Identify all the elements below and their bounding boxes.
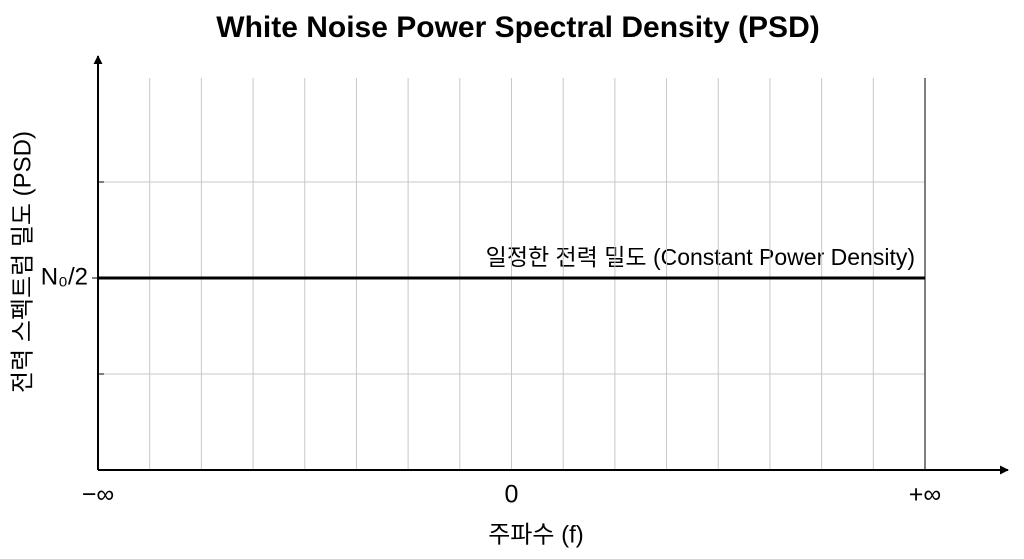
annotation: 일정한 전력 밀도 (Constant Power Density) bbox=[486, 244, 915, 270]
x-axis-label: 주파수 (f) bbox=[488, 521, 584, 548]
x-tick-label: 0 bbox=[505, 481, 519, 509]
x-tick-label: +∞ bbox=[909, 481, 941, 509]
y-axis-label: 전력 스펙트럼 밀도 (PSD) bbox=[9, 131, 36, 393]
y-tick-label: N₀/2 bbox=[41, 263, 88, 290]
x-tick-label: −∞ bbox=[82, 481, 114, 509]
chart-title: White Noise Power Spectral Density (PSD) bbox=[216, 11, 819, 44]
